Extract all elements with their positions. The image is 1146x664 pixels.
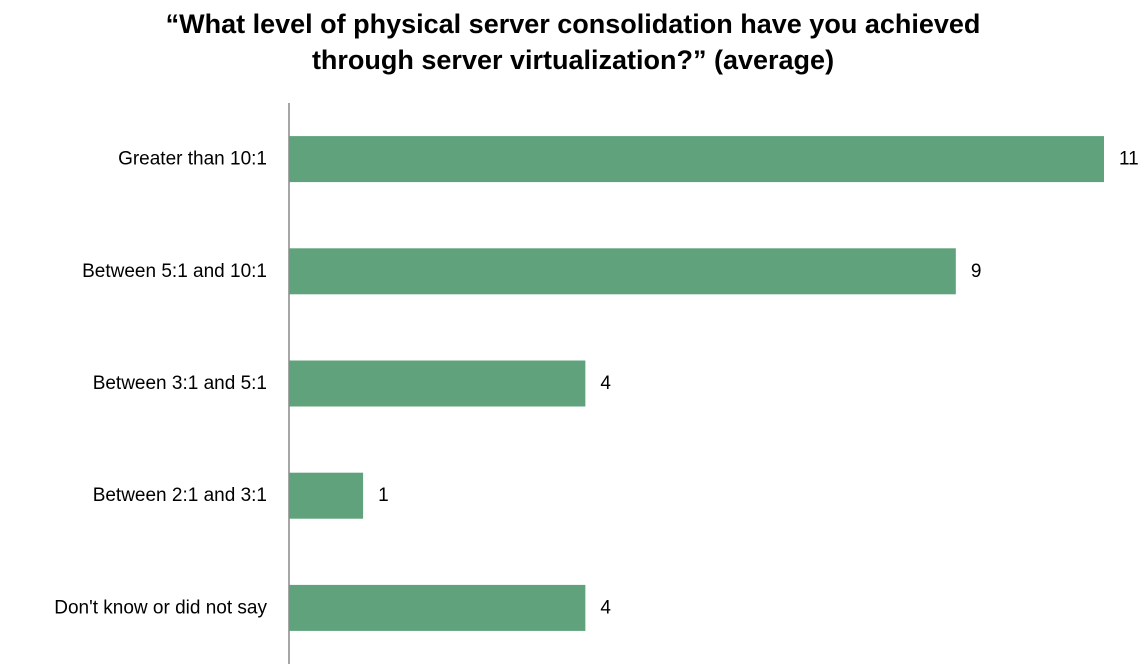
value-label-0: 11 (1119, 149, 1139, 170)
value-label-3: 1 (378, 485, 389, 506)
category-label-1: Between 5:1 and 10:1 (82, 261, 267, 282)
category-label-2: Between 3:1 and 5:1 (93, 373, 267, 394)
chart-title-line-2: through server virtualization?” (average… (311, 45, 835, 75)
bar-1 (289, 248, 956, 295)
chart-title: “What level of physical server consolida… (0, 6, 1146, 78)
bar-2 (289, 360, 586, 407)
value-label-1: 9 (971, 261, 982, 282)
bar-0 (289, 136, 1104, 183)
category-label-3: Between 2:1 and 3:1 (93, 485, 267, 506)
category-label-0: Greater than 10:1 (118, 149, 267, 170)
value-label-4: 4 (600, 597, 611, 618)
value-label-2: 4 (600, 373, 611, 394)
category-label-4: Don't know or did not say (54, 597, 267, 618)
chart-title-line-1: “What level of physical server consolida… (165, 9, 981, 39)
bar-4 (289, 584, 586, 631)
bar-3 (289, 472, 364, 519)
